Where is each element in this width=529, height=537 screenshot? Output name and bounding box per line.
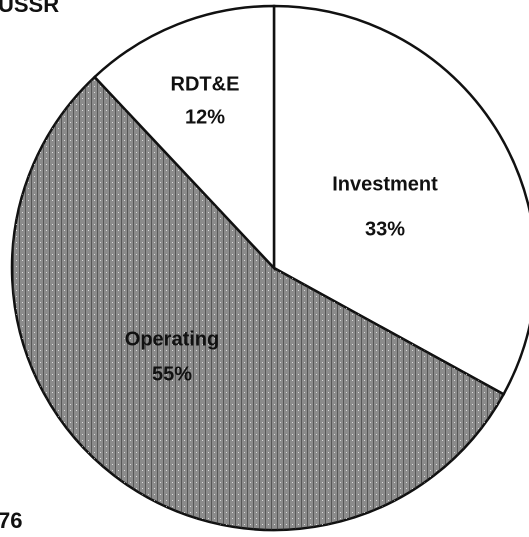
- slice-value-label: 55%: [152, 363, 192, 385]
- chart-title: USSR: [0, 0, 59, 17]
- slice-label: Investment: [332, 173, 438, 195]
- slice-texture: [11, 77, 504, 531]
- slice-value-label: 33%: [365, 218, 405, 240]
- pie-slice: [92, 4, 276, 272]
- pie-slice: [272, 4, 529, 396]
- slice-label: RDT&E: [171, 73, 240, 95]
- slice-value-label: 12%: [185, 106, 225, 128]
- slice-label: Operating: [125, 328, 219, 350]
- annotation: 76: [0, 508, 22, 533]
